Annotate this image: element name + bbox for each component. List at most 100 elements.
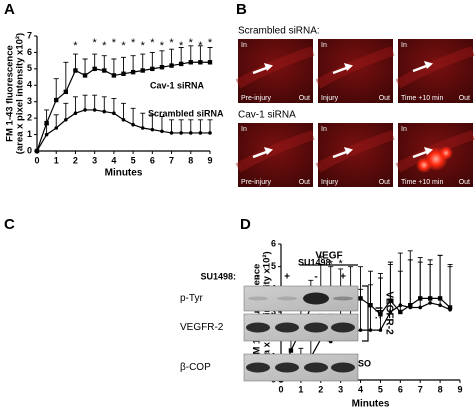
- point: [140, 126, 145, 130]
- point: [198, 131, 203, 135]
- x-tick-label: 3: [338, 384, 343, 394]
- y-tick-label: 6: [271, 238, 276, 248]
- point: [179, 131, 183, 135]
- y-tick-label: 6: [27, 47, 32, 57]
- point: [73, 68, 78, 73]
- x-tick-label: 4: [111, 155, 116, 165]
- blot-band: [303, 292, 329, 305]
- x-tick-label: 7: [169, 155, 174, 165]
- error-bar: [92, 53, 98, 69]
- treatment-label: SU1498:: [200, 271, 236, 281]
- point: [368, 328, 373, 332]
- significance-marker: *: [102, 40, 107, 52]
- error-bar: [197, 119, 203, 133]
- image-row-title: Scrambled siRNA:: [238, 26, 320, 37]
- error-bar: [101, 55, 107, 71]
- point: [102, 109, 107, 114]
- x-axis-label: Minutes: [352, 399, 390, 410]
- error-bar: [437, 254, 443, 306]
- image-out-label: Out: [379, 95, 390, 102]
- error-bar: [397, 252, 403, 306]
- point: [54, 97, 59, 103]
- point: [207, 60, 213, 65]
- error-bar: [197, 45, 203, 63]
- point: [418, 305, 423, 310]
- y-tick-label: 3: [271, 306, 276, 316]
- tissue-edge: [235, 46, 315, 89]
- x-axis-label: Minutes: [105, 168, 143, 179]
- x-tick-label: 7: [418, 384, 423, 394]
- error-bar: [82, 94, 88, 110]
- error-bar: [72, 96, 78, 114]
- micrograph: [318, 123, 393, 187]
- y-axis-label: (area x pixel intensity x10²): [15, 33, 26, 154]
- group-label: VEGF: [315, 251, 342, 262]
- image-in-label: In: [321, 42, 327, 49]
- error-bar: [149, 114, 155, 130]
- point: [388, 310, 393, 314]
- significance-marker: *: [339, 258, 344, 270]
- blot-row-label: p-Tyr: [180, 293, 203, 304]
- significance-marker: *: [131, 37, 136, 49]
- image-caption: Injury: [321, 95, 339, 102]
- error-bar: [407, 250, 413, 308]
- significance-marker: *: [93, 37, 98, 49]
- significance-marker: *: [112, 37, 117, 49]
- x-tick-label: 0: [278, 384, 283, 394]
- image-out-label: Out: [379, 179, 390, 186]
- image-in-label: In: [241, 126, 247, 133]
- ip-label: IP:: [372, 307, 383, 320]
- image-out-label: Out: [459, 179, 470, 186]
- significance-marker: *: [319, 253, 324, 265]
- error-bar: [72, 53, 78, 71]
- point: [160, 129, 164, 134]
- point: [428, 301, 432, 305]
- error-bar: [178, 119, 184, 133]
- point: [150, 127, 155, 132]
- significance-marker: *: [160, 40, 165, 52]
- point: [92, 108, 97, 112]
- error-bar: [427, 259, 433, 303]
- error-bar: [387, 261, 393, 312]
- error-bar: [121, 56, 126, 74]
- image-caption: Time +10 min: [401, 179, 443, 186]
- x-tick-label: 2: [318, 384, 323, 394]
- error-bar: [53, 114, 59, 128]
- lane-label: -: [256, 272, 259, 283]
- point: [82, 73, 88, 78]
- point: [102, 68, 107, 73]
- point: [188, 131, 193, 135]
- error-bar: [207, 119, 213, 133]
- error-bar: [53, 78, 59, 101]
- blot-row-label: β-COP: [180, 362, 211, 373]
- x-tick-label: 9: [457, 384, 462, 394]
- blot-band: [246, 322, 270, 333]
- error-bar: [130, 55, 136, 73]
- point: [150, 66, 155, 72]
- point: [408, 305, 413, 310]
- image-caption: Pre-injury: [241, 179, 271, 186]
- micrograph: [318, 39, 393, 103]
- error-bar: [111, 97, 117, 114]
- y-tick-label: 7: [27, 30, 32, 40]
- point: [169, 63, 174, 68]
- point: [358, 328, 363, 332]
- image-caption: Time +10 min: [401, 95, 443, 102]
- image-row-title: Cav-1 siRNA: [238, 110, 296, 121]
- point: [140, 68, 145, 73]
- y-tick-label: 5: [271, 261, 276, 271]
- error-bar: [358, 288, 364, 331]
- point: [73, 111, 78, 116]
- error-bar: [140, 112, 146, 128]
- point: [378, 328, 383, 332]
- significance-marker: *: [208, 37, 213, 49]
- panel-label: D: [240, 216, 251, 233]
- blot-band: [331, 322, 355, 333]
- arrow-head: [344, 63, 353, 71]
- significance-marker: *: [169, 37, 174, 49]
- point: [159, 65, 165, 70]
- error-bar: [63, 61, 69, 92]
- blot-band: [275, 322, 299, 333]
- lane-label: +: [284, 272, 290, 283]
